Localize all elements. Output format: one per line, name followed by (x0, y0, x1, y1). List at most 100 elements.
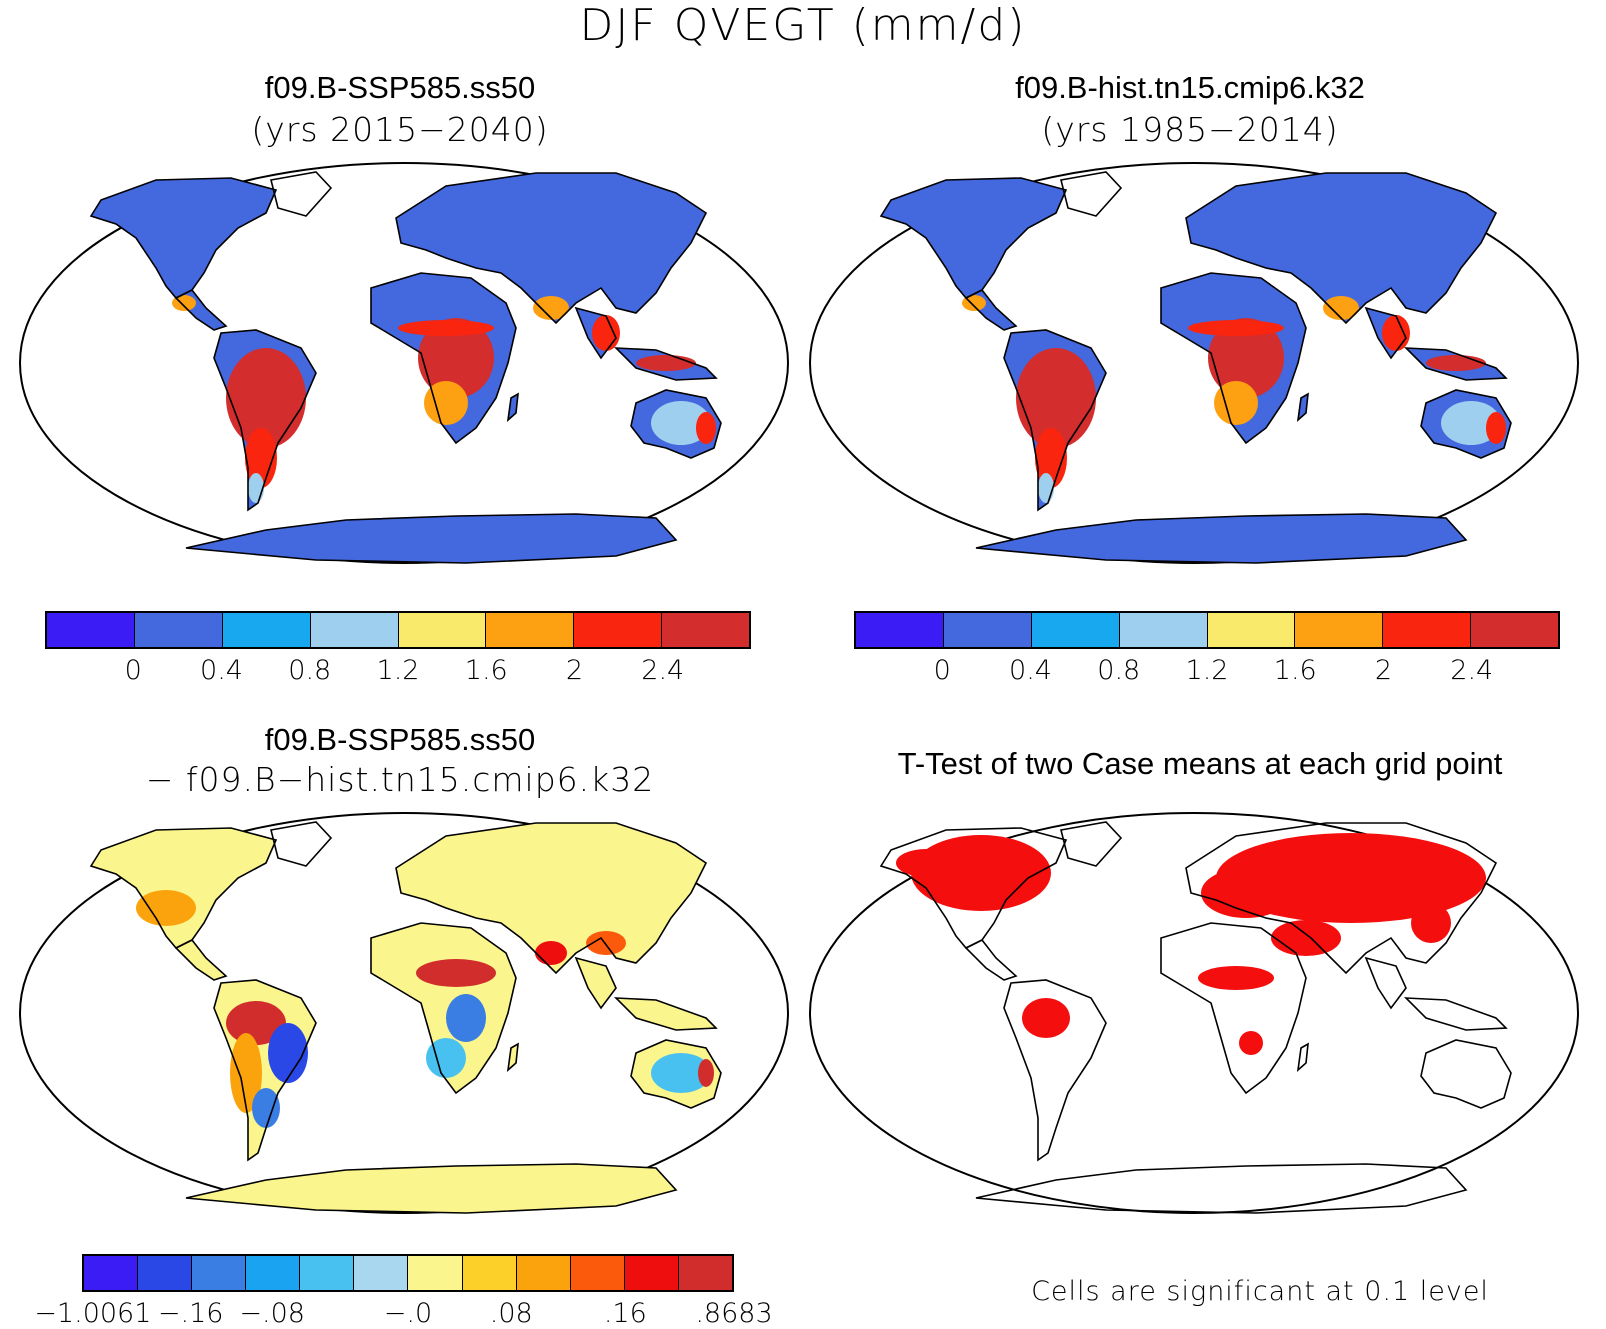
china-positive-region (586, 931, 626, 955)
land-layer (879, 171, 1512, 564)
colorbar-tick-label: 1.2 (1185, 655, 1229, 686)
map-ttest (809, 812, 1579, 1214)
colorbar-tick-label: 0.8 (1097, 655, 1141, 686)
indonesia-region (616, 998, 716, 1030)
colorbar-cell (134, 613, 223, 647)
colorbar-difference (82, 1254, 734, 1292)
australia-east-region (1486, 412, 1506, 444)
panel2-title: f09.B-hist.tn15.cmip6.k32 (1015, 70, 1365, 105)
europe-significant-region (1201, 868, 1291, 918)
colorbar-tick-label: 2.4 (1450, 655, 1494, 686)
land-layer (89, 821, 722, 1214)
colorbar-tick-label: 2 (1374, 655, 1393, 686)
australia-coastline (630, 389, 722, 459)
centralAmerica-coastline (964, 938, 1018, 981)
panel3-title: f09.B-SSP585.ss50 (264, 722, 536, 757)
colorbar-cell (943, 613, 1032, 647)
australia-east-region (698, 1059, 714, 1087)
northAmerica-region (91, 178, 276, 298)
greenland-region (271, 172, 331, 216)
australia-coastline (1420, 389, 1512, 459)
indochina-region (592, 315, 620, 351)
central-africa-high-region (1208, 318, 1284, 398)
madagascar-coastline (506, 1042, 519, 1073)
panel1-title: f09.B-SSP585.ss50 (264, 70, 536, 105)
south-america-mid-region (1035, 428, 1067, 488)
colorbar-cell (408, 1256, 463, 1290)
alaska-significant-region (896, 849, 956, 877)
europeAsia-region (1186, 173, 1496, 323)
colorbar-tick-label: 1.2 (376, 655, 420, 686)
southAmerica-coastline (1003, 979, 1107, 1162)
australia-mid-region (1441, 401, 1501, 445)
africa-coastline (1160, 922, 1307, 1095)
greenland-region (271, 822, 331, 866)
colorbar-cell (570, 1256, 625, 1290)
amazon-high-region (1016, 348, 1096, 448)
madagascar-region (508, 1044, 518, 1070)
northAmerica-coastline (89, 827, 278, 949)
colorbar-tick-label: .08 (489, 1298, 533, 1329)
greenland-coastline (270, 171, 333, 217)
colorbar-cell (574, 613, 663, 647)
europeAsia-coastline (1185, 172, 1498, 325)
europeAsia-region (396, 173, 706, 323)
madagascar-coastline (1296, 392, 1309, 423)
europeAsia-coastline (1185, 822, 1498, 975)
colorbar-cell (310, 613, 399, 647)
centralAmerica-coastline (964, 288, 1018, 331)
indochina-region (576, 958, 616, 1008)
map-case1 (19, 162, 789, 564)
southAmerica-coastline (1003, 329, 1107, 512)
australia-east-region (696, 412, 716, 444)
sahel-band-region (1188, 320, 1284, 336)
indochina-coastline (574, 956, 617, 1010)
colorbar-tick-label: −.16 (157, 1298, 224, 1329)
indochina-coastline (1364, 956, 1407, 1010)
madagascar-region (1298, 394, 1308, 420)
colorbar-tick-label: 2.4 (641, 655, 685, 686)
patagonia-region (1038, 473, 1054, 503)
colorbar-tick-label: 2 (565, 655, 584, 686)
brazil-negative-region (268, 1023, 308, 1083)
madagascar-coastline (506, 392, 519, 423)
greenland-region (1061, 172, 1121, 216)
indonesia-coastline (1403, 347, 1508, 381)
australia-coastline (630, 1039, 722, 1109)
colorbar-tick-label: −.08 (239, 1298, 305, 1329)
northAmerica-coastline (879, 177, 1068, 299)
colorbar-cell (398, 613, 487, 647)
colorbar-cell (1119, 613, 1208, 647)
colorbar-cell (246, 1256, 301, 1290)
colorbar-tick-label: 0.8 (288, 655, 332, 686)
colorbar-tick-label: 1.6 (1273, 655, 1317, 686)
amazon-high-region (226, 348, 306, 448)
colorbar-cell (1031, 613, 1120, 647)
greenland-coastline (270, 821, 333, 867)
colorbar-cell (462, 1256, 517, 1290)
panel2-subtitle: (yrs 1985−2014) (1041, 110, 1339, 149)
greenland-coastline (1060, 171, 1123, 217)
colorbar-cell (222, 613, 311, 647)
colorbar-tick-label: 1.6 (464, 655, 508, 686)
colorbar-cell (1471, 613, 1558, 647)
australia-coastline (1420, 1039, 1512, 1109)
central-africa-high-region (418, 318, 494, 398)
antarctica-coastline (975, 1163, 1468, 1214)
colorbar-cell (84, 1256, 139, 1290)
northAmerica-region (91, 828, 276, 948)
significance-note: Cells are significant at 0.1 level (1031, 1276, 1489, 1307)
colorbar-tick-label: 0 (124, 655, 142, 686)
colorbar-cell (354, 1256, 409, 1290)
greenland-coastline (1060, 821, 1123, 867)
australia-mid-region (651, 401, 711, 445)
southern-africa-region (1214, 381, 1258, 425)
colorbar-cell (192, 1256, 247, 1290)
colorbar-tick-label: 0 (933, 655, 951, 686)
india-region (1323, 296, 1359, 320)
northAmerica-coastline (89, 177, 278, 299)
sahel-significant-region (1198, 966, 1274, 990)
colorbar-cell (516, 1256, 571, 1290)
europeAsia-region (396, 823, 706, 973)
colorbar-cell (856, 613, 944, 647)
